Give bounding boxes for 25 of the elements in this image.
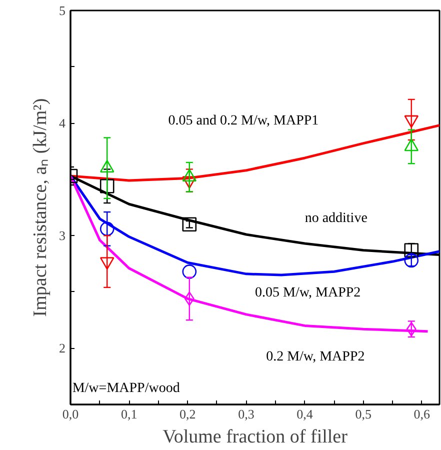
- y-tick-label: 3: [59, 228, 66, 244]
- point: [182, 217, 197, 232]
- point: [404, 243, 419, 258]
- x-tick-label: 0,0: [62, 406, 79, 422]
- y-tick-label: 2: [59, 340, 66, 356]
- annotation: M/w=MAPP/wood: [72, 381, 180, 396]
- x-tick-label: 0,2: [180, 406, 196, 422]
- x-tick-label: 0,6: [414, 406, 431, 422]
- y-tick-label: 5: [59, 3, 66, 18]
- y-tick-label: 4: [59, 116, 66, 131]
- point: [182, 264, 197, 279]
- x-tick-label: 0,3: [238, 406, 254, 422]
- x-tick-label: 0,5: [355, 406, 372, 422]
- point: [100, 178, 114, 194]
- annotation: no additive: [304, 211, 368, 226]
- x-tick-label: 0,1: [120, 406, 138, 422]
- point: [404, 253, 419, 268]
- annotation: 0.05 M/w, MAPP2: [255, 286, 361, 300]
- point: [100, 222, 114, 236]
- point: [184, 292, 194, 306]
- y-axis-title: Impact resistance, aₙ (kJ/m²): [30, 98, 51, 317]
- x-axis-title: Volume fraction of filler: [162, 426, 348, 448]
- annotation: 0.05 and 0.2 M/w, MAPP1: [168, 113, 319, 128]
- x-tick-label: 0,4: [296, 406, 314, 422]
- annotation: 0.2 M/w, MAPP2: [266, 350, 365, 365]
